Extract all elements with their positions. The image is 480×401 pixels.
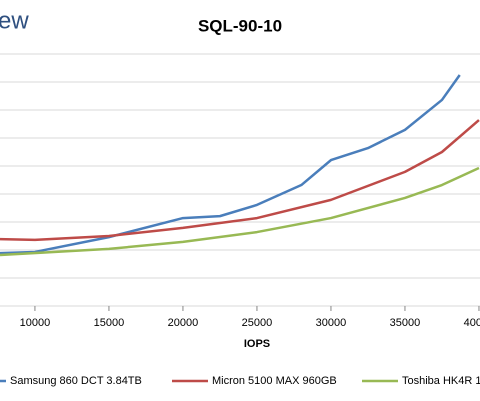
x-axis-label: IOPS — [244, 338, 270, 350]
logo: ew — [0, 7, 29, 34]
x-tick-label: 15000 — [94, 317, 125, 329]
x-tick-label: 35000 — [390, 317, 421, 329]
x-tick-label: 40000 — [464, 317, 480, 329]
series-line — [0, 74, 461, 255]
series-line — [0, 119, 480, 242]
series-line — [0, 166, 480, 257]
x-tick-label: 25000 — [242, 317, 273, 329]
chart-title: SQL-90-10 — [198, 16, 282, 35]
x-tick-label: 10000 — [20, 317, 51, 329]
legend-label: Samsung 860 DCT 3.84TB — [10, 375, 142, 387]
x-tick-label: 30000 — [316, 317, 347, 329]
x-tick-label: 20000 — [168, 317, 199, 329]
legend-label: Toshiba HK4R 1. — [402, 375, 480, 387]
legend-label: Micron 5100 MAX 960GB — [212, 375, 337, 387]
